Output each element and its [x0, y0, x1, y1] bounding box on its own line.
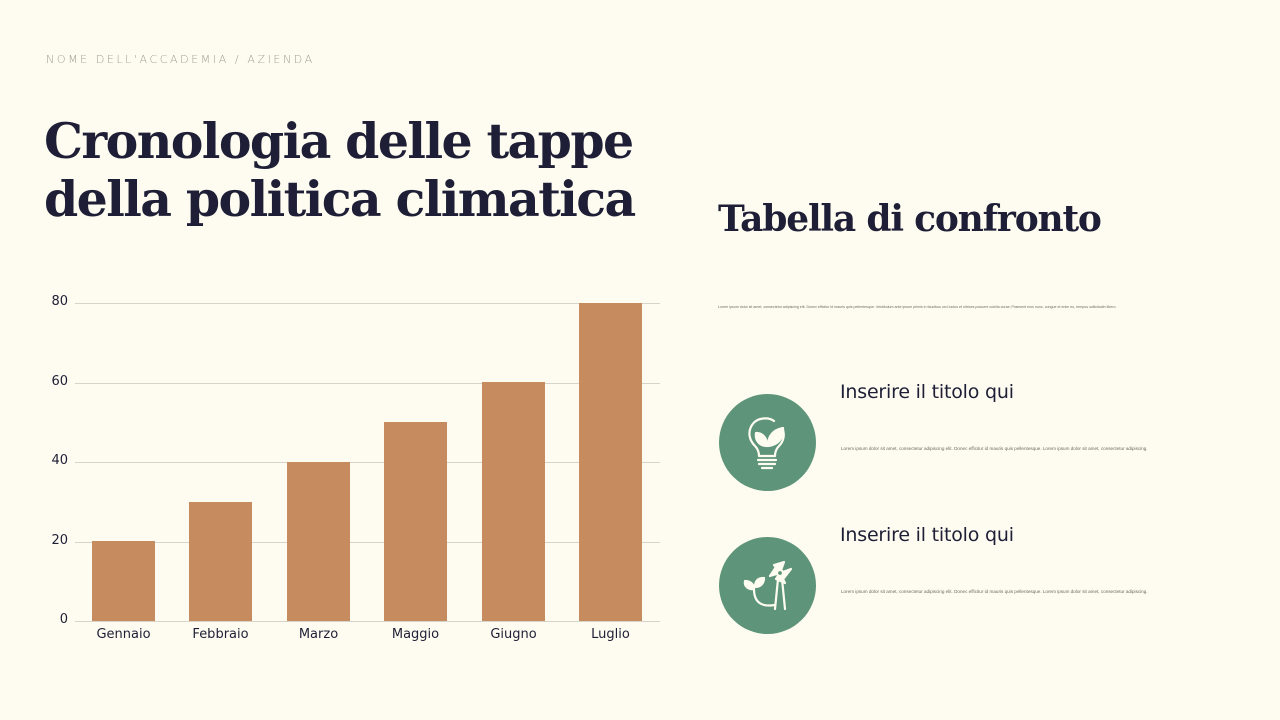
icon-circle: [719, 394, 816, 491]
gridline: [75, 542, 660, 543]
feature-item-2: Inserire il titolo qui Lorem ipsum dolor…: [718, 524, 1218, 637]
bar-giugno: [482, 382, 545, 621]
page-title: Cronologia delle tappe della politica cl…: [44, 112, 636, 228]
bar-marzo: [287, 462, 350, 621]
x-tick-label: Marzo: [298, 627, 339, 642]
organization-name: NOME DELL'ACCADEMIA / AZIENDA: [46, 53, 315, 66]
comparison-intro: Lorem ipsum dolor sit amet, consectetur …: [718, 305, 1117, 309]
y-tick-label: 40: [51, 453, 68, 468]
feature-title: Inserire il titolo qui: [840, 524, 1014, 546]
comparison-title: Tabella di confronto: [718, 198, 1102, 240]
icon-circle: [719, 537, 816, 634]
gridline: [75, 303, 660, 304]
bar-febbraio: [189, 502, 252, 621]
feature-title: Inserire il titolo qui: [840, 381, 1014, 403]
y-tick-label: 80: [51, 294, 68, 309]
x-tick-label: Febbraio: [192, 627, 249, 642]
x-tick-label: Giugno: [490, 627, 537, 642]
lightbulb-leaf-icon: [747, 416, 785, 469]
bar-luglio: [579, 303, 642, 621]
gridline: [75, 383, 660, 384]
x-tick-label: Luglio: [591, 627, 630, 642]
x-tick-label: Maggio: [391, 627, 440, 642]
x-tick-label: Gennaio: [96, 627, 151, 642]
bar-gennaio: [92, 541, 155, 621]
feature-item-1: Inserire il titolo qui Lorem ipsum dolor…: [718, 381, 1218, 494]
gridline: [75, 621, 660, 622]
y-tick-label: 20: [51, 533, 68, 548]
gridline: [75, 462, 660, 463]
feature-description: Lorem ipsum dolor sit amet, consectetur …: [841, 446, 1148, 451]
feature-description: Lorem ipsum dolor sit amet, consectetur …: [841, 589, 1148, 594]
y-tick-label: 0: [59, 612, 68, 627]
wind-turbine-sprout-icon: [743, 560, 792, 610]
bar-chart: 0 20 40 60 80 Gennaio Febbraio Marzo Maggio Giug…: [51, 294, 660, 642]
y-tick-label: 60: [51, 374, 68, 389]
bar-maggio: [384, 422, 447, 621]
